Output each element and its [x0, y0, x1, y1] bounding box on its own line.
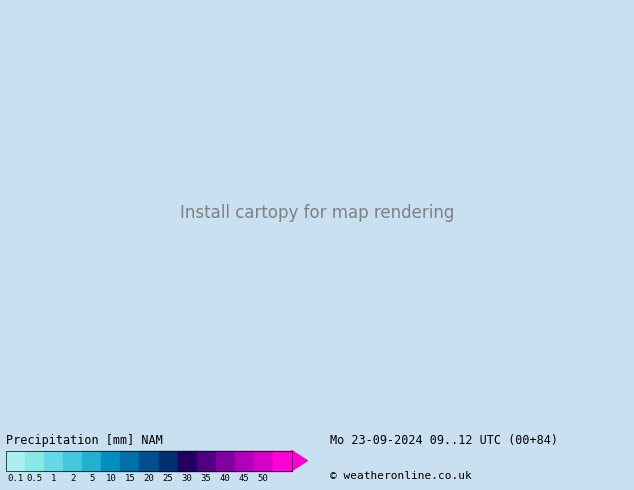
Text: © weatheronline.co.uk: © weatheronline.co.uk — [330, 471, 472, 481]
Text: 40: 40 — [220, 474, 230, 483]
Text: 15: 15 — [125, 474, 135, 483]
Bar — [158, 450, 178, 471]
Bar — [6, 450, 292, 471]
Text: 0.1: 0.1 — [8, 474, 24, 483]
Text: 45: 45 — [239, 474, 249, 483]
Text: 0.5: 0.5 — [27, 474, 43, 483]
Text: 1: 1 — [51, 474, 56, 483]
Bar — [82, 450, 101, 471]
Bar — [254, 450, 273, 471]
Text: Mo 23-09-2024 09..12 UTC (00+84): Mo 23-09-2024 09..12 UTC (00+84) — [330, 434, 558, 447]
Text: 30: 30 — [182, 474, 192, 483]
Polygon shape — [292, 450, 307, 471]
Bar — [139, 450, 158, 471]
Text: 25: 25 — [163, 474, 173, 483]
Bar — [101, 450, 120, 471]
Text: Install cartopy for map rendering: Install cartopy for map rendering — [180, 204, 454, 222]
Text: 20: 20 — [144, 474, 154, 483]
Text: 2: 2 — [70, 474, 75, 483]
Text: 5: 5 — [89, 474, 94, 483]
Text: 35: 35 — [201, 474, 211, 483]
Bar — [197, 450, 216, 471]
Bar — [273, 450, 292, 471]
Bar — [216, 450, 235, 471]
Bar — [120, 450, 139, 471]
Bar — [44, 450, 63, 471]
Bar — [178, 450, 197, 471]
Bar — [6, 450, 25, 471]
Bar — [25, 450, 44, 471]
Text: 50: 50 — [258, 474, 268, 483]
Text: 10: 10 — [106, 474, 116, 483]
Bar — [63, 450, 82, 471]
Bar — [235, 450, 254, 471]
Text: Precipitation [mm] NAM: Precipitation [mm] NAM — [6, 434, 163, 447]
